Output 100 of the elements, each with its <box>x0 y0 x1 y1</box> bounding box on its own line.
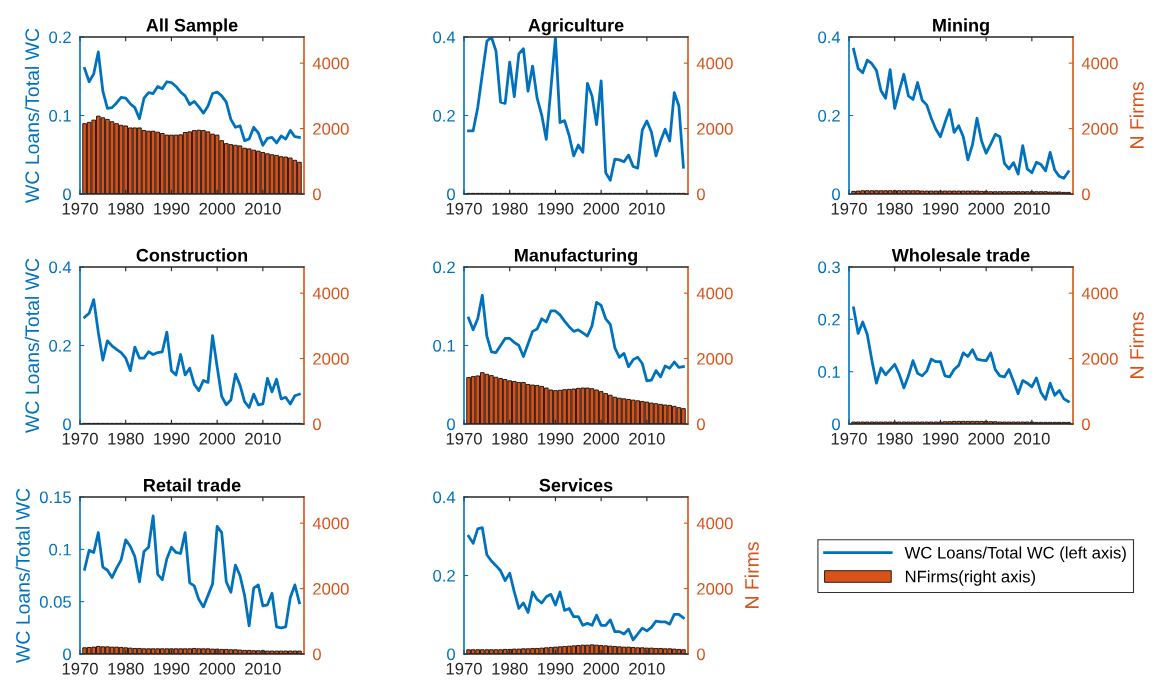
x-tick-label: 1970 <box>831 432 867 445</box>
x-tick-label: 1970 <box>446 202 482 215</box>
chart-title: Mining <box>933 18 989 36</box>
x-tick-label: 2000 <box>199 202 236 215</box>
y2-tick-label: 0 <box>696 418 705 431</box>
x-tick-label: 1990 <box>923 432 959 445</box>
x-tick-label: 1990 <box>538 202 574 215</box>
chart-title: Agriculture <box>528 18 624 36</box>
y-tick-label: 0.1 <box>433 339 455 352</box>
y-tick-label: 0.1 <box>49 543 71 556</box>
chart-title: All Sample <box>146 18 238 36</box>
x-tick-label: 2010 <box>1014 432 1050 445</box>
x-tick-label: 1990 <box>154 202 190 215</box>
x-tick-label: 2010 <box>1014 202 1050 215</box>
y-axis-title: WC Loans/Total WC <box>15 488 30 663</box>
x-tick-label: 1970 <box>62 662 98 675</box>
y-tick-label: 0 <box>447 418 456 431</box>
x-tick-label: 2000 <box>199 662 236 675</box>
x-tick-label: 1970 <box>446 662 482 675</box>
y-axis-title: WC Loans/Total WC <box>24 258 40 433</box>
y-tick-label: 0.2 <box>433 569 455 582</box>
x-tick-label: 1980 <box>877 432 913 445</box>
x-tick-label: 2010 <box>245 432 281 445</box>
y2-tick-label: 2000 <box>697 352 733 365</box>
x-tick-label: 2010 <box>629 432 665 445</box>
x-tick-label: 2000 <box>583 432 620 445</box>
x-tick-label: 1980 <box>492 432 528 445</box>
y2-tick-label: 2000 <box>1082 352 1118 365</box>
x-tick-label: 1990 <box>538 662 574 675</box>
y-tick-label: 0.2 <box>818 109 840 122</box>
x-tick-label: 1990 <box>538 432 574 445</box>
y-tick-label: 0.1 <box>49 109 71 122</box>
x-tick-label: 2010 <box>629 202 665 215</box>
y2-tick-label: 0 <box>696 648 705 661</box>
y-tick-label: 0 <box>63 188 72 201</box>
y2-tick-label: 2000 <box>1082 122 1118 135</box>
x-tick-label: 2000 <box>968 202 1005 215</box>
chart-title: Retail trade <box>144 478 241 492</box>
x-tick-label: 1980 <box>492 202 528 215</box>
x-tick-label: 1980 <box>877 202 913 215</box>
x-tick-label: 2010 <box>629 662 665 675</box>
y2-tick-label: 0 <box>312 648 321 661</box>
y2-tick-label: 2000 <box>313 582 349 595</box>
chart-title: Construction <box>136 248 248 262</box>
y2-tick-label: 2000 <box>697 582 733 595</box>
y2-tick-label: 4000 <box>1081 57 1118 70</box>
y-tick-label: 0.1 <box>818 366 840 378</box>
legend-label: NFirms(right axis) <box>905 570 1036 586</box>
x-tick-label: 2000 <box>583 202 620 215</box>
y2-tick-label: 4000 <box>1081 287 1118 300</box>
x-tick-label: 1970 <box>831 202 867 215</box>
y-tick-label: 0 <box>63 648 72 661</box>
x-tick-label: 1970 <box>446 432 482 445</box>
x-tick-label: 1990 <box>154 432 190 445</box>
chart-title: Services <box>539 478 613 492</box>
y2-tick-label: 4000 <box>312 287 349 300</box>
y-tick-label: 0.2 <box>818 313 840 326</box>
x-tick-label: 2000 <box>199 432 236 445</box>
y2-tick-label: 0 <box>696 188 705 201</box>
y2-tick-label: 0 <box>312 418 321 431</box>
y-tick-label: 0.2 <box>49 339 71 352</box>
y-tick-label: 0 <box>447 648 456 661</box>
y2-tick-label: 2000 <box>697 122 733 135</box>
y-tick-label: 0 <box>832 418 841 431</box>
x-tick-label: 2010 <box>245 662 281 675</box>
legend-label: WC Loans/Total WC (left axis) <box>904 546 1126 562</box>
y2-axis-title: N Firms <box>1129 82 1144 148</box>
y2-axis-title: N Firms <box>1129 312 1144 378</box>
chart-title: Manufacturing <box>515 248 637 266</box>
x-tick-label: 1970 <box>62 202 98 215</box>
y2-tick-label: 2000 <box>313 122 349 135</box>
y-tick-label: 0.4 <box>49 261 72 274</box>
y-tick-label: 0.3 <box>818 261 840 274</box>
y2-tick-label: 2000 <box>313 352 349 365</box>
x-tick-label: 1990 <box>154 662 190 675</box>
y2-tick-label: 4000 <box>312 517 349 530</box>
y2-tick-label: 4000 <box>696 57 733 70</box>
y-tick-label: 0 <box>447 188 456 201</box>
x-tick-label: 2000 <box>968 432 1005 445</box>
y2-tick-label: 0 <box>1081 188 1090 201</box>
x-tick-label: 2000 <box>583 662 620 675</box>
y-tick-label: 0.2 <box>433 261 455 274</box>
y-tick-label: 0.4 <box>433 31 456 44</box>
y-tick-label: 0.4 <box>433 491 456 504</box>
y2-axis-title: N Firms <box>744 542 759 608</box>
x-tick-label: 1970 <box>62 432 98 445</box>
y-axis-title: WC Loans/Total WC <box>24 28 40 203</box>
x-tick-label: 1980 <box>492 662 528 675</box>
y2-tick-label: 4000 <box>696 517 733 530</box>
x-tick-label: 1980 <box>108 662 144 675</box>
chart-title: Wholesale trade <box>891 248 1030 262</box>
y-tick-label: 0 <box>63 418 72 431</box>
y-tick-label: 0.15 <box>39 491 71 504</box>
y-tick-label: 0.4 <box>818 31 841 44</box>
y2-tick-label: 4000 <box>696 287 733 300</box>
y2-tick-label: 0 <box>1081 418 1090 431</box>
x-tick-label: 2010 <box>245 202 281 215</box>
y-tick-label: 0 <box>832 188 841 201</box>
x-tick-label: 1980 <box>108 432 144 445</box>
x-tick-label: 1990 <box>923 202 959 215</box>
